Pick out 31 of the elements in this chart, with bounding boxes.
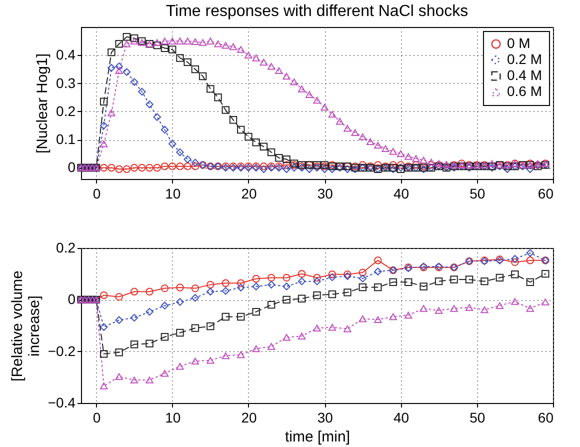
y-tick-label: 0 bbox=[68, 291, 76, 308]
legend-label: 0 M bbox=[507, 35, 530, 51]
x-tick-label: 40 bbox=[393, 186, 410, 202]
x-tick-label: 30 bbox=[317, 186, 334, 202]
legend-label: 0.4 M bbox=[507, 67, 542, 83]
x-tick-label: 40 bbox=[393, 410, 410, 426]
x-axis-title: time [min] bbox=[284, 428, 350, 446]
y-axis-title: [Relative volume increase] bbox=[8, 270, 43, 382]
y-tick-label: −0.4 bbox=[48, 394, 76, 410]
x-tick-label: 10 bbox=[165, 410, 181, 426]
x-tick-label: 0 bbox=[92, 410, 101, 426]
x-tick-label: 60 bbox=[538, 410, 554, 426]
y-tick-label: 0.2 bbox=[56, 102, 76, 119]
x-tick-label: 0 bbox=[92, 186, 101, 202]
y-tick-label: −0.2 bbox=[48, 342, 76, 359]
legend-label: 0.6 M bbox=[507, 83, 542, 99]
x-tick-label: 20 bbox=[241, 186, 257, 202]
chart-title: Time responses with different NaCl shocks bbox=[166, 3, 468, 20]
y-tick-label: 0 bbox=[68, 159, 76, 176]
y-axis-title: [Nuclear Hog1] bbox=[34, 53, 52, 154]
x-tick-label: 20 bbox=[241, 410, 257, 426]
x-tick-label: 60 bbox=[538, 186, 554, 202]
y-tick-label: 0.3 bbox=[56, 74, 76, 91]
x-tick-label: 50 bbox=[470, 410, 486, 426]
x-tick-label: 30 bbox=[317, 410, 334, 426]
y-tick-label: 0.2 bbox=[56, 240, 76, 256]
x-tick-label: 10 bbox=[165, 186, 181, 202]
y-tick-label: 0.1 bbox=[56, 131, 76, 148]
legend-label: 0.2 M bbox=[507, 51, 542, 67]
x-tick-label: 50 bbox=[470, 186, 486, 202]
y-tick-label: 0.4 bbox=[56, 46, 76, 63]
